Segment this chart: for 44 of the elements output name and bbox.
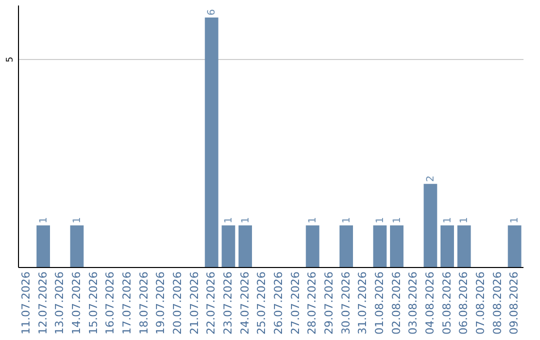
- data-label: 1: [374, 217, 386, 224]
- x-tick-label: 03.08.2026: [406, 272, 420, 334]
- data-label: 1: [341, 217, 352, 224]
- data-label: 1: [38, 217, 50, 224]
- x-tick-label: 07.08.2026: [474, 272, 487, 334]
- x-tick-label: 29.07.2026: [322, 272, 336, 334]
- data-label: 1: [72, 217, 83, 224]
- x-tick-label: 02.08.2026: [390, 272, 403, 334]
- x-tick-label: 21.07.2026: [188, 272, 201, 334]
- x-tick-label: 18.07.2026: [137, 272, 150, 334]
- data-label: 1: [308, 217, 319, 224]
- data-label: 6: [206, 9, 218, 16]
- x-tick-label: 31.07.2026: [356, 272, 370, 334]
- x-tick-label: 26.07.2026: [272, 272, 285, 334]
- x-tick-label: 11.07.2026: [19, 272, 32, 334]
- x-tick-label: 30.07.2026: [339, 272, 352, 334]
- x-tick-label: 14.07.2026: [70, 272, 83, 334]
- x-tick-label: 06.08.2026: [457, 272, 470, 334]
- x-tick-label: 20.07.2026: [170, 272, 184, 334]
- data-label: 1: [442, 217, 454, 224]
- x-tick-label: 19.07.2026: [154, 272, 168, 334]
- x-tick-label: 08.08.2026: [490, 272, 504, 334]
- x-tick-label: 05.08.2026: [440, 272, 454, 334]
- x-tick-label: 16.07.2026: [104, 272, 117, 334]
- x-tick-label: 15.07.2026: [86, 272, 100, 334]
- x-tick-label: 25.07.2026: [255, 272, 268, 334]
- data-label: 1: [223, 217, 234, 224]
- x-tick-label: 24.07.2026: [238, 272, 252, 334]
- x-tick-label: 13.07.2026: [53, 272, 66, 334]
- x-tick-label: 27.07.2026: [288, 272, 302, 334]
- data-label: 1: [240, 217, 252, 224]
- x-tick-label: 04.08.2026: [423, 272, 436, 334]
- data-label: 1: [392, 217, 403, 224]
- x-tick-label: 23.07.2026: [221, 272, 234, 334]
- x-tick-label: 17.07.2026: [120, 272, 134, 334]
- data-label: 1: [510, 217, 521, 224]
- data-label: 2: [425, 175, 436, 182]
- data-label: 1: [459, 217, 470, 224]
- x-tick-label: 12.07.2026: [36, 272, 50, 334]
- x-tick-label: 09.08.2026: [508, 272, 521, 334]
- x-tick-label: 01.08.2026: [372, 272, 386, 334]
- y-tick-label: 5: [6, 56, 16, 62]
- x-tick-label: 22.07.2026: [204, 272, 218, 334]
- x-tick-label: 28.07.2026: [306, 272, 319, 334]
